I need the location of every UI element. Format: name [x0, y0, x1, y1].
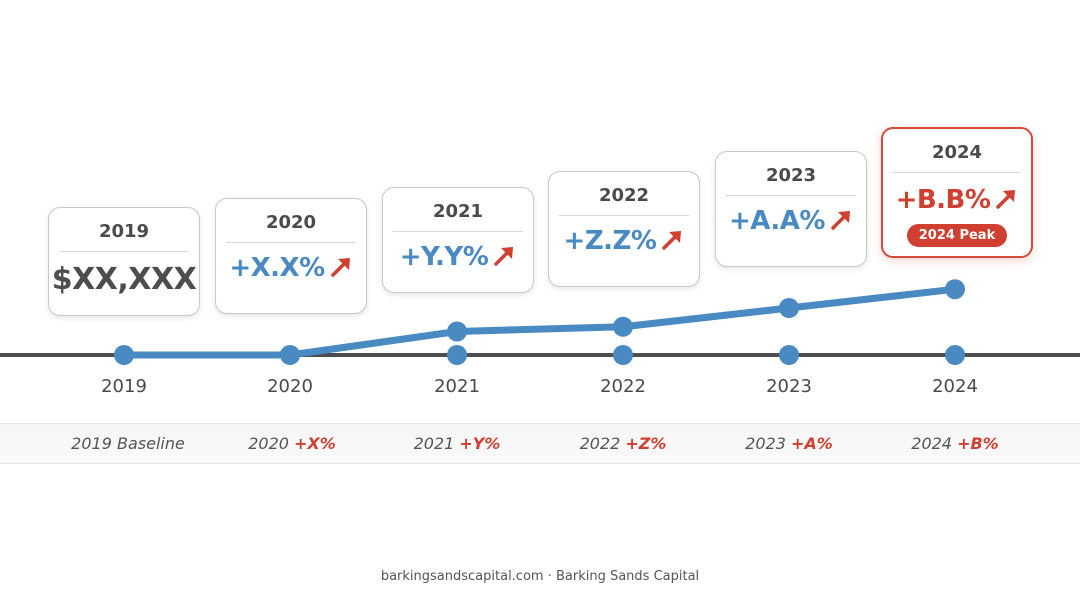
summary-item-2021: 2021 +Y% — [374, 434, 540, 453]
summary-label: 2022 — [579, 434, 621, 453]
summary-delta: +Y% — [459, 434, 501, 453]
footer-credit: barkingsandscapital.com · Barking Sands … — [380, 569, 700, 584]
card-value-row: +B.B% — [883, 183, 1031, 220]
axis-marker-2024 — [945, 345, 965, 365]
axis-tick-label: 2021 — [434, 376, 480, 397]
card-year: 2020 — [226, 213, 356, 243]
axis-tick-label: 2024 — [932, 376, 978, 397]
summary-item-2024: 2024 +B% — [872, 434, 1038, 453]
axis-marker-2020 — [280, 345, 300, 365]
summary-label: 2023 — [745, 434, 786, 453]
axis-tick-label: 2019 — [101, 376, 147, 397]
card-2021: 2021 +Y.Y% — [382, 187, 534, 293]
card-value-row: +Z.Z% — [549, 224, 699, 261]
axis-tick-label: 2022 — [600, 376, 646, 397]
card-2019: 2019 $XX,XXX — [48, 207, 200, 316]
summary-label: 2019 Baseline — [71, 434, 185, 453]
axis-tick-label: 2020 — [267, 376, 313, 397]
card-value: +A.A% — [729, 206, 825, 236]
card-2022: 2022 +Z.Z% — [548, 171, 700, 287]
growth-line — [120, 285, 959, 359]
data-point-2024 — [945, 279, 965, 300]
arrow-up-right-icon — [492, 243, 516, 277]
card-value-row: +Y.Y% — [383, 240, 533, 277]
summary-item-2019: 2019 Baseline — [45, 434, 211, 453]
card-year: 2022 — [559, 186, 689, 216]
summary-band: 2019 Baseline 2020 +X% 2021 +Y% 2022 +Z%… — [0, 423, 1080, 464]
arrow-up-right-icon — [660, 227, 684, 261]
data-point-2023 — [779, 298, 799, 318]
arrow-up-right-icon — [829, 207, 853, 241]
data-point-2021 — [447, 321, 467, 342]
card-value: +B.B% — [895, 185, 991, 215]
axis-marker-2021 — [447, 345, 467, 365]
summary-label: 2020 — [248, 434, 289, 453]
peak-badge: 2024 Peak — [906, 224, 1008, 247]
summary-label: 2021 — [413, 434, 455, 453]
card-year: 2024 — [893, 143, 1021, 173]
summary-item-2020: 2020 +X% — [209, 434, 375, 453]
axis-tick-label: 2023 — [766, 376, 812, 397]
summary-item-2023: 2023 +A% — [706, 434, 872, 453]
summary-delta: +A% — [790, 434, 833, 453]
summary-delta: +X% — [294, 434, 336, 453]
card-2024: 2024 +B.B% 2024 Peak — [881, 127, 1033, 258]
summary-delta: +B% — [957, 434, 999, 453]
card-year: 2021 — [393, 202, 523, 232]
axis-marker-2023 — [779, 345, 799, 365]
card-value-row: +A.A% — [716, 204, 866, 241]
card-2020: 2020 +X.X% — [215, 198, 367, 314]
summary-delta: +Z% — [625, 434, 667, 453]
axis-marker-2022 — [613, 345, 633, 365]
card-value-row: +X.X% — [216, 251, 366, 288]
data-point-2022 — [613, 316, 633, 337]
card-year: 2019 — [59, 222, 189, 252]
card-value: +Z.Z% — [563, 226, 657, 256]
summary-label: 2024 — [911, 434, 952, 453]
card-value: $XX,XXX — [51, 262, 197, 297]
card-year: 2023 — [726, 166, 856, 196]
arrow-up-right-icon — [994, 186, 1018, 220]
card-2023: 2023 +A.A% — [715, 151, 867, 267]
axis-marker-2019 — [114, 345, 134, 365]
card-value: +Y.Y% — [399, 242, 489, 272]
arrow-up-right-icon — [329, 254, 353, 288]
summary-item-2022: 2022 +Z% — [540, 434, 706, 453]
card-value: +X.X% — [229, 253, 325, 283]
